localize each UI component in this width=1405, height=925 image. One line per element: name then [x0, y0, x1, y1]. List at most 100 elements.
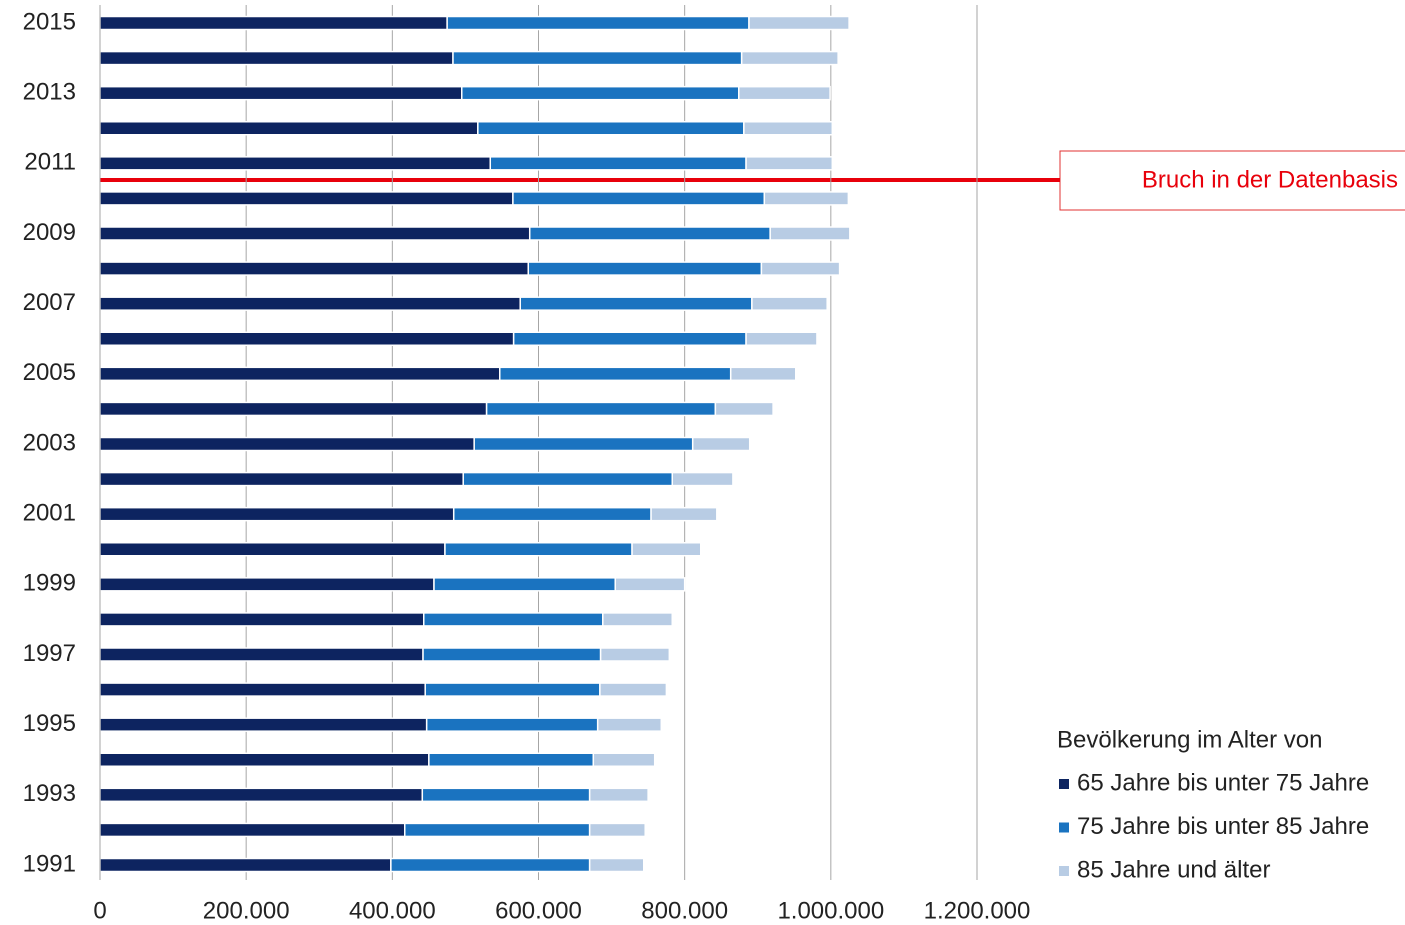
bar-segment	[512, 331, 747, 346]
legend-label: 65 Jahre bis unter 75 Jahre	[1077, 769, 1369, 796]
bar-segment	[390, 857, 591, 873]
bar-segment	[737, 85, 831, 101]
x-tick-label: 200.000	[203, 897, 290, 924]
x-tick-label: 1.200.000	[924, 897, 1031, 924]
y-tick-label: 2005	[23, 359, 76, 386]
bar-segment	[99, 50, 454, 66]
x-tick-label: 400.000	[349, 897, 436, 924]
bar-segment	[729, 366, 797, 382]
bar-segment	[596, 717, 663, 732]
bar-segment	[99, 822, 406, 838]
bar-segment	[473, 436, 694, 452]
bar-segment	[650, 506, 718, 522]
bar-segment	[588, 822, 646, 838]
bar-segment	[99, 261, 530, 276]
y-tick-label: 1999	[23, 570, 76, 597]
bar-segment	[99, 191, 514, 206]
bar-segment	[99, 717, 428, 732]
bar-segment	[512, 191, 766, 206]
legend-swatch	[1059, 866, 1069, 876]
y-tick-label: 2015	[23, 8, 76, 35]
legend-label: 75 Jahre bis unter 85 Jahre	[1077, 813, 1369, 840]
bar-segment	[446, 15, 750, 31]
legend-swatch	[1059, 779, 1069, 789]
bar-segment	[462, 471, 673, 487]
y-tick-label: 2011	[24, 149, 76, 176]
bar-segment	[592, 752, 656, 767]
y-tick-label: 2009	[23, 219, 76, 246]
bar-segment	[99, 401, 488, 417]
bar-segment	[99, 156, 492, 171]
bar-segment	[452, 50, 743, 66]
bar-segment	[760, 261, 841, 276]
x-tick-label: 800.000	[641, 897, 728, 924]
annotation-box	[1059, 150, 1405, 211]
bar-segment	[527, 261, 763, 276]
bar-segment	[588, 787, 649, 803]
y-tick-label: 1997	[23, 640, 76, 667]
bar-segment	[99, 857, 392, 873]
bar-segment	[614, 577, 686, 592]
bar-segment	[99, 85, 463, 101]
y-tick-label: 1993	[23, 780, 76, 807]
bar-segment	[444, 542, 633, 557]
y-tick-label: 2001	[23, 500, 76, 527]
bar-segment	[769, 226, 851, 241]
bar-segment	[477, 121, 745, 136]
legend-title: Bevölkerung im Alter von	[1057, 726, 1322, 753]
bar-segment	[691, 436, 751, 452]
bar-segment	[99, 226, 531, 241]
bar-segment	[99, 787, 424, 803]
bar-segment	[99, 121, 479, 136]
bar-segment	[714, 401, 774, 417]
bar-segment	[423, 612, 604, 627]
bar-segment	[671, 471, 734, 487]
bar-segment	[425, 717, 599, 732]
bar-segment	[99, 612, 425, 627]
y-tick-label: 2007	[23, 289, 76, 316]
bar-segment	[631, 542, 702, 557]
bar-segment	[99, 506, 455, 522]
x-tick-label: 0	[93, 897, 106, 924]
bar-segment	[428, 752, 595, 767]
bar-segment	[404, 822, 591, 838]
y-tick-label: 2003	[23, 429, 76, 456]
bar-segment	[599, 682, 668, 697]
bar-segment	[599, 647, 671, 662]
bar-segment	[751, 296, 828, 311]
bar-segment	[452, 506, 652, 522]
bar-segment	[588, 857, 645, 873]
bar-segment	[743, 121, 834, 136]
y-tick-label: 2013	[23, 79, 76, 106]
y-tick-label: 1991	[23, 850, 76, 877]
bar-segment	[424, 682, 601, 697]
bar-segment	[499, 366, 732, 382]
bar-segment	[99, 542, 446, 557]
bar-segment	[99, 366, 501, 382]
bar-segment	[528, 226, 771, 241]
bar-segment	[99, 15, 448, 31]
bar-segment	[99, 471, 464, 487]
bar-segment	[745, 331, 818, 346]
bar-segment	[99, 331, 515, 346]
bar-segment	[745, 156, 834, 171]
bar-segment	[485, 401, 717, 417]
bar-segment	[99, 752, 430, 767]
bar-segment	[519, 296, 753, 311]
annotation: Bruch in der Datenbasis	[1142, 166, 1398, 193]
bar-segment	[489, 156, 747, 171]
x-tick-label: 600.000	[495, 897, 582, 924]
x-tick-label: 1.000.000	[777, 897, 884, 924]
bar-segment	[461, 85, 740, 101]
legend-label: 85 Jahre und älter	[1077, 856, 1270, 883]
bar-segment	[99, 647, 424, 662]
bar-segment	[99, 682, 426, 697]
bar-segment	[763, 191, 850, 206]
bar-segment	[748, 15, 850, 31]
bar-segment	[602, 612, 673, 627]
bar-segment	[99, 577, 435, 592]
bar-segment	[740, 50, 839, 66]
y-tick-label: 1995	[23, 710, 76, 737]
bar-segment	[421, 787, 591, 803]
